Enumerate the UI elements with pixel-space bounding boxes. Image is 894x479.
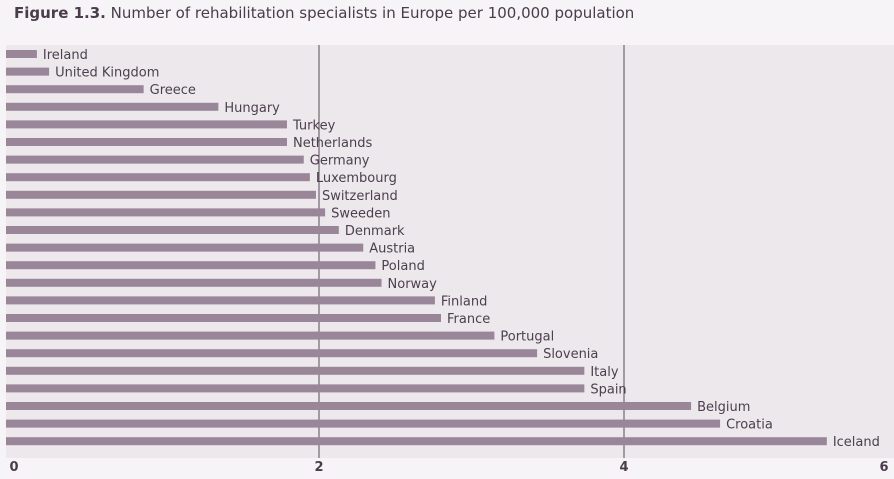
bar-france [6, 314, 441, 322]
bar-sweeden [6, 208, 326, 217]
x-tick-label-4: 4 [619, 460, 629, 475]
bar-label-france: France [447, 312, 490, 327]
x-tick-label-6: 6 [879, 460, 889, 475]
bar-poland [6, 261, 376, 270]
bar-netherlands [6, 138, 287, 146]
bar-label-portugal: Portugal [500, 330, 554, 345]
bar-spain [6, 384, 585, 393]
chart-title: Figure 1.3. Number of rehabilitation spe… [14, 4, 634, 22]
bar-label-luxembourg: Luxembourg [316, 171, 397, 186]
bar-iceland [6, 437, 827, 446]
bar-label-poland: Poland [381, 259, 424, 274]
bar-portugal [6, 331, 495, 340]
bar-label-hungary: Hungary [224, 101, 280, 116]
bar-switzerland [6, 190, 316, 199]
bar-greece [6, 85, 144, 94]
bar-italy [6, 366, 585, 375]
bar-norway [6, 278, 382, 287]
bar-united-kingdom [6, 67, 50, 76]
bar-label-germany: Germany [310, 154, 370, 169]
plot-area: Ireland United Kingdom Greece Hungary Turkey… [6, 45, 894, 458]
bar-label-italy: Italy [590, 365, 619, 380]
bar-belgium [6, 402, 692, 410]
bar-label-belgium: Belgium [697, 400, 750, 415]
bar-austria [6, 243, 364, 252]
bar-germany [6, 155, 304, 164]
bar-ireland [6, 50, 37, 58]
bar-label-slovenia: Slovenia [543, 347, 598, 362]
bar-finland [6, 296, 435, 305]
figure-label: Figure 1.3. [14, 4, 106, 22]
figure-caption: Number of rehabilitation specialists in … [110, 4, 635, 22]
bar-label-austria: Austria [369, 242, 415, 257]
bar-label-sweeden: Sweeden [331, 206, 390, 221]
bar-label-switzerland: Switzerland [322, 189, 398, 204]
bar-chart: Ireland United Kingdom Greece Hungary Turkey… [6, 45, 880, 458]
bar-label-denmark: Denmark [345, 224, 405, 239]
bar-slovenia [6, 349, 538, 358]
bar-denmark [6, 226, 339, 234]
x-tick-label-0: 0 [9, 460, 19, 475]
bar-label-turkey: Turkey [292, 118, 336, 133]
bar-luxembourg [6, 173, 310, 182]
bar-label-spain: Spain [590, 382, 626, 397]
bar-hungary [6, 102, 219, 111]
bar-label-norway: Norway [388, 277, 438, 292]
bar-label-greece: Greece [150, 83, 196, 98]
bar-label-finland: Finland [441, 294, 487, 309]
bar-turkey [6, 120, 287, 129]
x-tick-label-2: 2 [314, 460, 324, 475]
bar-label-ireland: Ireland [43, 48, 88, 63]
bar-label-croatia: Croatia [726, 418, 773, 433]
bar-label-netherlands: Netherlands [293, 136, 372, 151]
bar-croatia [6, 419, 721, 428]
bar-label-united-kingdom: United Kingdom [55, 66, 159, 81]
bar-label-iceland: Iceland [833, 435, 880, 450]
